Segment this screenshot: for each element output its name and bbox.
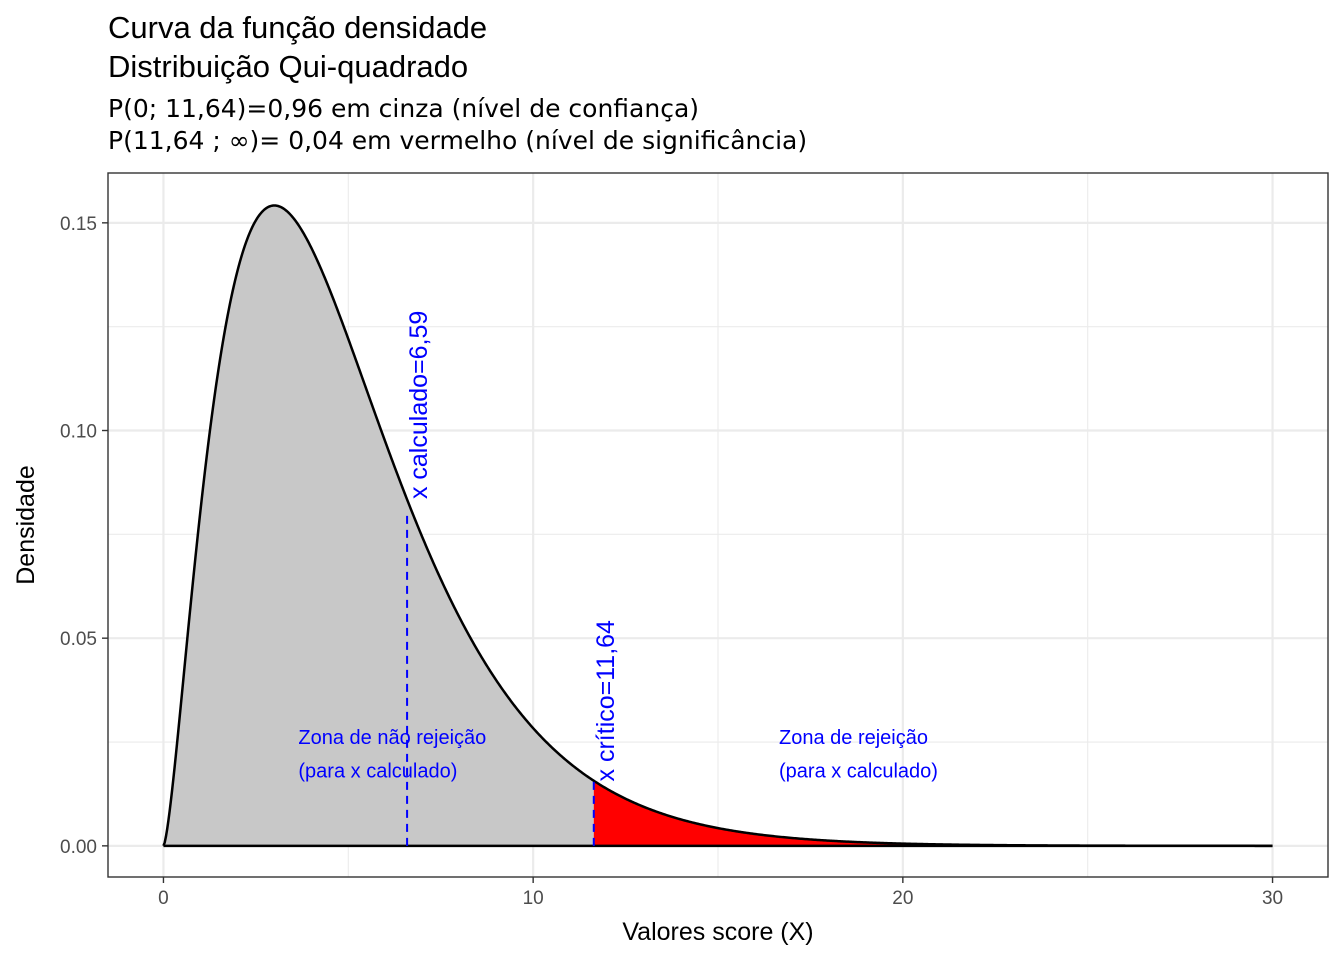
non-rejection-zone-label: Zona de não rejeição — [298, 727, 486, 749]
x-axis: 0 10 20 30 — [158, 877, 1283, 909]
x-tick-label: 10 — [523, 888, 544, 909]
non-rejection-area — [163, 205, 594, 846]
x-axis-title: Valores score (X) — [622, 918, 813, 946]
rejection-area — [593, 780, 1273, 846]
x-tick-label: 20 — [892, 888, 913, 909]
x-tick-label: 0 — [158, 888, 169, 909]
x-critical-label: x crítico=11,64 — [592, 620, 620, 782]
rejection-zone-label: (para x calculado) — [779, 760, 938, 782]
x-tick-label: 30 — [1262, 888, 1283, 909]
y-tick-label: 0.15 — [60, 214, 97, 235]
plot-panel: x calculado=6,59 x crítico=11,64 Zona de n… — [107, 172, 1329, 878]
chart-subtitle-line2: P(11,64 ; ∞)= 0,04 em vermelho (nível de… — [108, 126, 807, 155]
y-tick-label: 0.10 — [60, 422, 97, 443]
y-axis: 0.00 0.05 0.10 0.15 — [60, 214, 108, 858]
non-rejection-zone-label: (para x calculado) — [298, 760, 457, 782]
y-axis-title: Densidade — [12, 465, 40, 585]
y-tick-label: 0.05 — [60, 629, 97, 650]
chart-subtitle-line1: P(0; 11,64)=0,96 em cinza (nível de conf… — [108, 94, 699, 123]
x-calculated-label: x calculado=6,59 — [405, 311, 433, 499]
rejection-zone-label: Zona de rejeição — [779, 727, 928, 749]
y-tick-label: 0.00 — [60, 837, 97, 858]
chart-title-line2: Distribuição Qui-quadrado — [108, 49, 468, 84]
panel-border — [107, 172, 1329, 878]
chart-title-line1: Curva da função densidade — [108, 10, 487, 45]
